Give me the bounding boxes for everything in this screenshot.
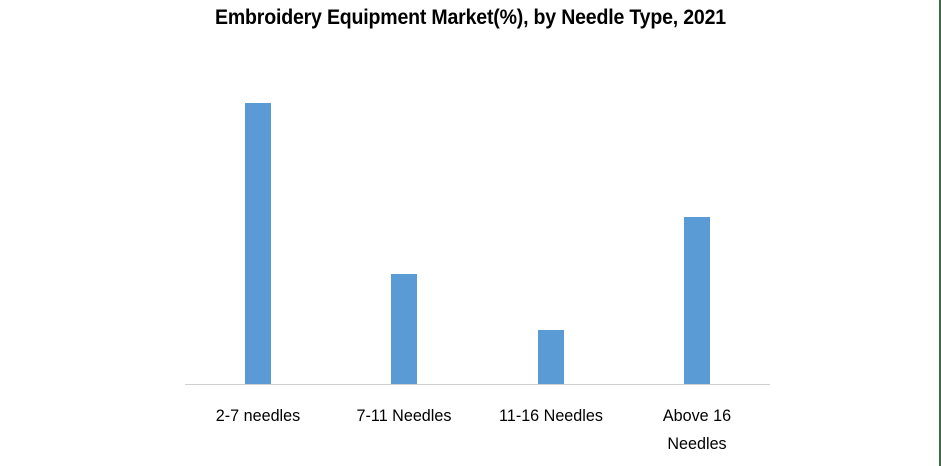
x-tick-label: 2-7 needles bbox=[215, 406, 301, 425]
frame-border bbox=[939, 0, 941, 466]
x-tick-label: Above 16 Needles bbox=[662, 406, 732, 453]
bar-4 bbox=[683, 216, 710, 385]
bar-1 bbox=[245, 103, 272, 385]
x-tick-label: 11-16 Needles bbox=[498, 406, 603, 425]
plot-area bbox=[185, 40, 770, 385]
bar-2 bbox=[391, 274, 418, 385]
bar-3 bbox=[537, 330, 564, 385]
chart-title: Embroidery Equipment Market(%), by Needl… bbox=[215, 6, 726, 29]
x-tick-label: 7-11 Needles bbox=[356, 406, 452, 425]
x-axis-line bbox=[185, 384, 770, 385]
